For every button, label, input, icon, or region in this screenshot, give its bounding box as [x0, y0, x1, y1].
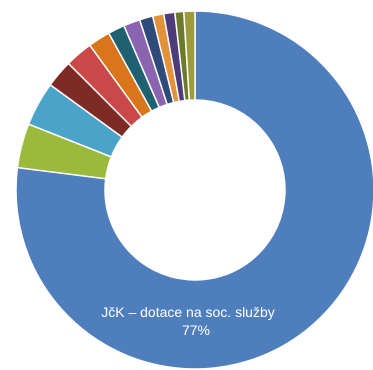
donut-slices	[15, 10, 373, 370]
main-slice-label-percent: 77%	[182, 322, 210, 338]
donut-slice-1	[15, 10, 373, 370]
main-slice-label-name: JčK – dotace na soc. služby	[101, 304, 275, 320]
donut-slice-13	[182, 10, 196, 101]
